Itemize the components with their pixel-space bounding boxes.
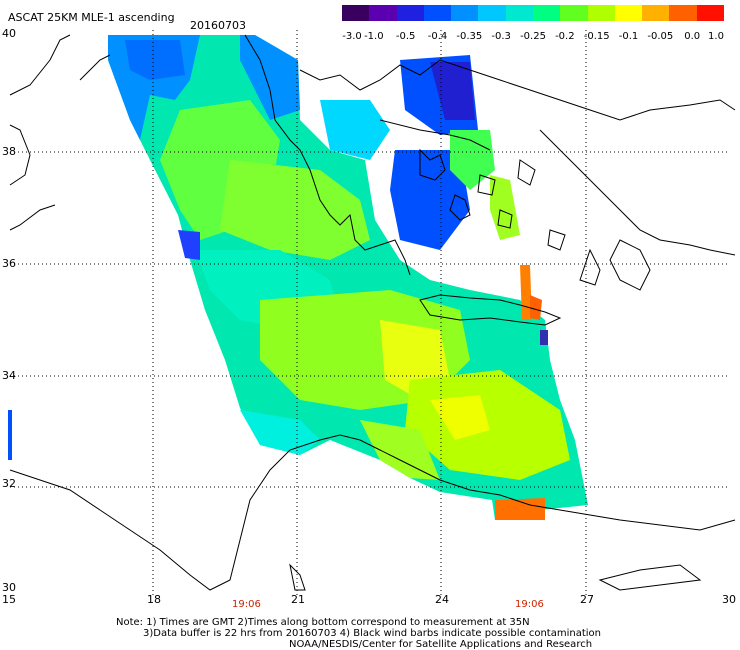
colorbar-label: -0.3 <box>491 31 511 42</box>
lat-label-40: 40 <box>2 27 16 40</box>
colorbar-segment <box>478 5 507 21</box>
lat-label-30: 30 <box>2 581 16 594</box>
note-line-3: NOAA/NESDIS/Center for Satellite Applica… <box>289 639 593 650</box>
product-date: 20160703 <box>190 19 246 32</box>
note-line-1: Note: 1) Times are GMT 2)Times along bot… <box>116 617 530 628</box>
product-title: ASCAT 25KM MLE-1 ascending <box>8 11 175 24</box>
graticule <box>10 30 730 595</box>
time-label-right: 19:06 <box>515 599 544 610</box>
colorbar-segment <box>642 5 670 21</box>
note-line-2: 3)Data buffer is 22 hrs from 20160703 4)… <box>143 628 601 639</box>
colorbar-label: 1.0 <box>708 31 724 42</box>
lat-label-34: 34 <box>2 369 16 382</box>
lon-label-30: 30 <box>722 593 736 606</box>
colorbar-segment <box>696 5 725 21</box>
colorbar-segment <box>451 5 479 21</box>
colorbar-segment <box>423 5 452 21</box>
colorbar-segment <box>396 5 425 21</box>
colorbar: -3.0 -1.0 -0.5 -0.4 -0.35 -0.3 -0.25 -0.2 -0.15-… <box>342 5 725 42</box>
colorbar-label: -1.0 <box>364 31 384 42</box>
lat-label-38: 38 <box>2 145 16 158</box>
colorbar-label: -0.1 <box>618 31 639 42</box>
colorbar-segment <box>587 5 616 21</box>
time-label-left: 19:06 <box>232 599 261 610</box>
lon-label-24: 24 <box>435 593 449 606</box>
lon-label-18: 18 <box>147 593 161 606</box>
data-swath <box>8 35 588 520</box>
colorbar-segment <box>533 5 561 21</box>
colorbar-label: -3.0 <box>342 31 362 42</box>
colorbar-segment <box>505 5 534 21</box>
lat-label-36: 36 <box>2 257 16 270</box>
lon-label-27: 27 <box>580 593 594 606</box>
colorbar-label: -0.25 <box>520 31 546 42</box>
colorbar-segment <box>342 5 370 21</box>
colorbar-segment <box>614 5 643 21</box>
colorbar-label: -0.5 <box>395 31 416 42</box>
colorbar-segment <box>369 5 398 21</box>
colorbar-label: -0.05 <box>647 31 674 42</box>
lat-label-32: 32 <box>2 477 16 490</box>
coastlines <box>9 34 736 591</box>
lon-label-21: 21 <box>291 593 305 606</box>
colorbar-label: 0.0 <box>684 31 701 42</box>
colorbar-segment <box>560 5 589 21</box>
colorbar-label: -0.4 <box>427 31 448 42</box>
colorbar-label: -0.15 <box>583 31 610 42</box>
colorbar-segment <box>669 5 698 21</box>
colorbar-label: -0.35 <box>456 31 483 42</box>
lon-label-15: 15 <box>2 593 16 606</box>
colorbar-label: -0.2 <box>555 31 575 42</box>
